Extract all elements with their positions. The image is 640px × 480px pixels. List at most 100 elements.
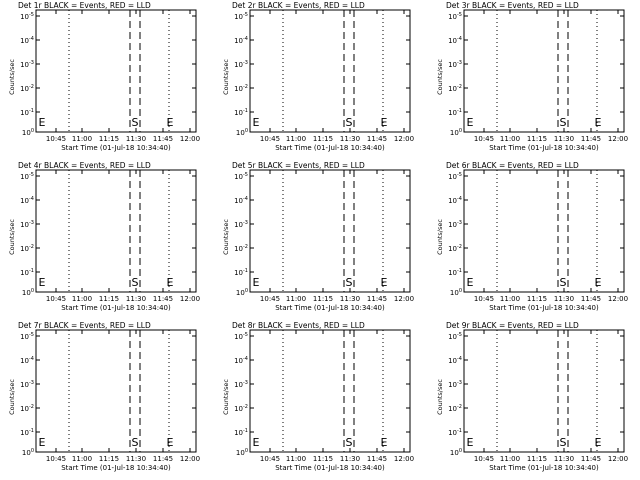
panel-title: Det 6r BLACK = Events, RED = LLD: [446, 161, 579, 170]
marker-e: E: [253, 436, 260, 449]
y-tick-label: 10-3: [234, 60, 248, 69]
x-tick-label: 10:45: [260, 135, 280, 143]
x-axis-label: Start Time (01-Jul-18 10:34:40): [61, 144, 171, 152]
y-tick-label: 10-2: [20, 84, 34, 93]
x-tick-label: 12:00: [394, 455, 414, 463]
panel-title: Det 1r BLACK = Events, RED = LLD: [18, 1, 151, 10]
y-tick-label: 100: [22, 448, 34, 457]
x-tick-label: 11:30: [554, 295, 574, 303]
x-tick-label: 11:45: [153, 295, 173, 303]
marker-e: E: [595, 436, 602, 449]
marker-e: E: [39, 116, 46, 129]
panel-title: Det 4r BLACK = Events, RED = LLD: [18, 161, 151, 170]
y-tick-label: 10-2: [20, 244, 34, 253]
y-axis-label: Counts/sec: [222, 59, 230, 95]
detector-panel-9: Det 9r BLACK = Events, RED = LLD 100 10-1 1…: [436, 321, 628, 472]
marker-e: E: [467, 276, 474, 289]
detector-panel-3: Det 3r BLACK = Events, RED = LLD 100 10-1 1…: [436, 1, 628, 152]
x-tick-label: 10:45: [474, 135, 494, 143]
x-tick-label: 11:15: [313, 295, 333, 303]
marker-s: S: [346, 276, 353, 289]
x-axis-label: Start Time (01-Jul-18 10:34:40): [489, 304, 599, 312]
x-tick-label: 11:30: [340, 455, 360, 463]
y-tick-label: 10-3: [448, 60, 462, 69]
y-axis-label: Counts/sec: [8, 59, 16, 95]
y-tick-label: 100: [450, 128, 462, 137]
y-tick-label: 10-5: [234, 332, 248, 341]
y-tick-label: 10-3: [234, 220, 248, 229]
x-axis-label: Start Time (01-Jul-18 10:34:40): [275, 144, 385, 152]
x-tick-label: 12:00: [394, 135, 414, 143]
marker-e: E: [381, 276, 388, 289]
panel-title: Det 7r BLACK = Events, RED = LLD: [18, 321, 151, 330]
x-axis-label: Start Time (01-Jul-18 10:34:40): [61, 304, 171, 312]
x-tick-label: 11:00: [72, 295, 92, 303]
marker-e: E: [595, 116, 602, 129]
x-tick-label: 11:15: [527, 455, 547, 463]
y-axis-label: Counts/sec: [222, 379, 230, 415]
x-tick-label: 12:00: [608, 135, 628, 143]
panel-title: Det 8r BLACK = Events, RED = LLD: [232, 321, 365, 330]
y-tick-label: 10-1: [20, 428, 34, 437]
marker-e: E: [595, 276, 602, 289]
y-tick-label: 10-4: [448, 196, 462, 205]
y-tick-label: 10-5: [448, 12, 462, 21]
x-tick-label: 11:15: [527, 295, 547, 303]
x-tick-label: 10:45: [46, 295, 66, 303]
x-tick-label: 11:00: [286, 135, 306, 143]
plot-frame: [463, 9, 625, 133]
plot-frame: [35, 169, 197, 293]
x-tick-label: 11:00: [286, 455, 306, 463]
y-tick-label: 10-2: [448, 404, 462, 413]
y-tick-label: 10-2: [234, 404, 248, 413]
y-axis-label: Counts/sec: [222, 219, 230, 255]
panel-title: Det 3r BLACK = Events, RED = LLD: [446, 1, 579, 10]
x-tick-label: 11:30: [340, 135, 360, 143]
detector-panel-4: Det 4r BLACK = Events, RED = LLD 100 10-1 1…: [8, 161, 200, 312]
x-tick-label: 11:30: [554, 135, 574, 143]
y-axis-label: Counts/sec: [436, 379, 444, 415]
x-tick-label: 11:45: [153, 135, 173, 143]
x-tick-label: 11:15: [99, 135, 119, 143]
x-tick-label: 11:15: [313, 135, 333, 143]
x-tick-label: 11:00: [72, 455, 92, 463]
x-tick-label: 11:45: [367, 295, 387, 303]
marker-s: S: [132, 436, 139, 449]
y-tick-label: 100: [22, 128, 34, 137]
y-tick-label: 10-3: [234, 380, 248, 389]
marker-e: E: [167, 436, 174, 449]
x-axis-label: Start Time (01-Jul-18 10:34:40): [489, 464, 599, 472]
y-tick-label: 10-3: [20, 60, 34, 69]
x-tick-label: 11:45: [367, 135, 387, 143]
x-tick-label: 11:00: [500, 455, 520, 463]
y-tick-label: 10-4: [448, 356, 462, 365]
detector-panel-2: Det 2r BLACK = Events, RED = LLD 100 10-1 1…: [222, 1, 414, 152]
y-axis-label: Counts/sec: [8, 379, 16, 415]
y-tick-label: 10-2: [20, 404, 34, 413]
x-axis-label: Start Time (01-Jul-18 10:34:40): [275, 304, 385, 312]
y-tick-label: 10-3: [448, 380, 462, 389]
marker-s: S: [560, 116, 567, 129]
x-tick-label: 12:00: [394, 295, 414, 303]
x-tick-label: 12:00: [608, 455, 628, 463]
x-tick-label: 11:45: [581, 295, 601, 303]
x-tick-label: 11:30: [126, 295, 146, 303]
x-tick-label: 11:15: [99, 455, 119, 463]
marker-s: S: [132, 276, 139, 289]
marker-e: E: [167, 276, 174, 289]
y-tick-label: 10-1: [234, 268, 248, 277]
y-tick-label: 100: [22, 288, 34, 297]
y-tick-label: 100: [450, 448, 462, 457]
y-tick-label: 100: [450, 288, 462, 297]
x-tick-label: 10:45: [474, 455, 494, 463]
y-tick-label: 10-4: [20, 36, 34, 45]
y-tick-label: 10-5: [234, 12, 248, 21]
y-tick-label: 10-5: [20, 172, 34, 181]
detector-panel-1: Det 1r BLACK = Events, RED = LLD 100 10-1 1…: [8, 1, 200, 152]
x-tick-label: 11:30: [126, 455, 146, 463]
y-tick-label: 10-5: [20, 332, 34, 341]
x-tick-label: 11:45: [581, 135, 601, 143]
y-tick-label: 10-1: [448, 268, 462, 277]
x-tick-label: 10:45: [46, 455, 66, 463]
